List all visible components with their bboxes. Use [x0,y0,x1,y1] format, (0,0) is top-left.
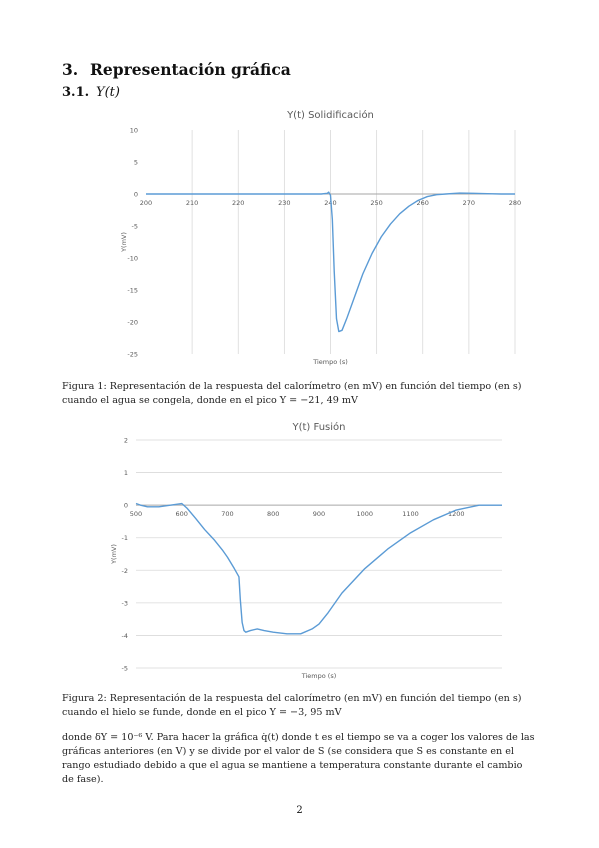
y-tick-label: -4 [122,632,128,640]
y-tick-label: -15 [127,287,138,295]
chart-fusion: Y(t) Fusión 2 1 0 -1 -2 -3 -4 -5 500 600 700 800 900 1… [110,421,502,680]
x-tick-label: 600 [176,510,188,518]
x-tick-label: 1000 [356,510,373,518]
body-paragraph: donde δY = 10⁻⁶ V. Para hacer la gráfica… [62,732,535,785]
x-tick-label: 280 [509,199,521,207]
y-tick-label: 10 [130,127,138,135]
x-tick-label: 230 [278,199,290,207]
figure1-caption: Figura 1: Representación de la respuesta… [62,381,522,406]
x-tick-label: 210 [186,199,198,207]
y-tick-label: -5 [122,665,128,673]
y-tick-label: -20 [127,319,138,327]
y-tick-label: -5 [132,223,138,231]
x-axis-label: Tiempo (s) [301,672,337,680]
section-title-text: Representación gráfica [90,60,291,79]
chart-title: Y(t) Fusión [292,421,346,433]
series-line [146,191,515,333]
y-tick-label: 1 [124,469,128,477]
y-tick-label: 2 [124,437,128,445]
y-axis-label: Y(mV) [120,232,128,253]
series-line [135,502,502,635]
y-tick-label: 0 [124,502,128,510]
section-title: 3. Representación gráfica [62,60,291,79]
y-tick-label: -10 [127,255,138,263]
page-number: 2 [296,805,303,816]
x-tick-label: 1200 [448,510,465,518]
subsection-title: 3.1. Y(t) [62,85,120,100]
y-tick-label: -25 [127,351,138,359]
x-tick-label: 700 [221,510,233,518]
x-tick-label: 500 [130,510,142,518]
x-axis-label: Tiempo (s) [312,358,348,366]
x-tick-label: 900 [313,510,325,518]
x-tick-label: 260 [417,199,429,207]
x-tick-label: 270 [463,199,475,207]
subsection-number: 3.1. [62,85,90,100]
figure2-caption: Figura 2: Representación de la respuesta… [62,693,522,718]
x-tick-label: 250 [370,199,382,207]
chart-title: Y(t) Solidificación [286,109,374,121]
chart-solidification: Y(t) Solidificación 10 5 0 -5 -10 -15 -20 -25 200… [120,109,521,366]
y-tick-label: 0 [134,191,138,199]
y-tick-label: -1 [122,534,128,542]
y-tick-label: 5 [134,159,138,167]
x-tick-label: 200 [140,199,152,207]
y-tick-label: -2 [122,567,128,575]
y-tick-label: -3 [122,599,128,607]
subsection-title-text: Y(t) [96,85,120,100]
x-tick-label: 800 [267,510,279,518]
x-tick-label: 1100 [402,510,419,518]
x-tick-label: 220 [232,199,244,207]
section-number: 3. [62,60,79,79]
y-axis-label: Y(mV) [110,544,118,565]
